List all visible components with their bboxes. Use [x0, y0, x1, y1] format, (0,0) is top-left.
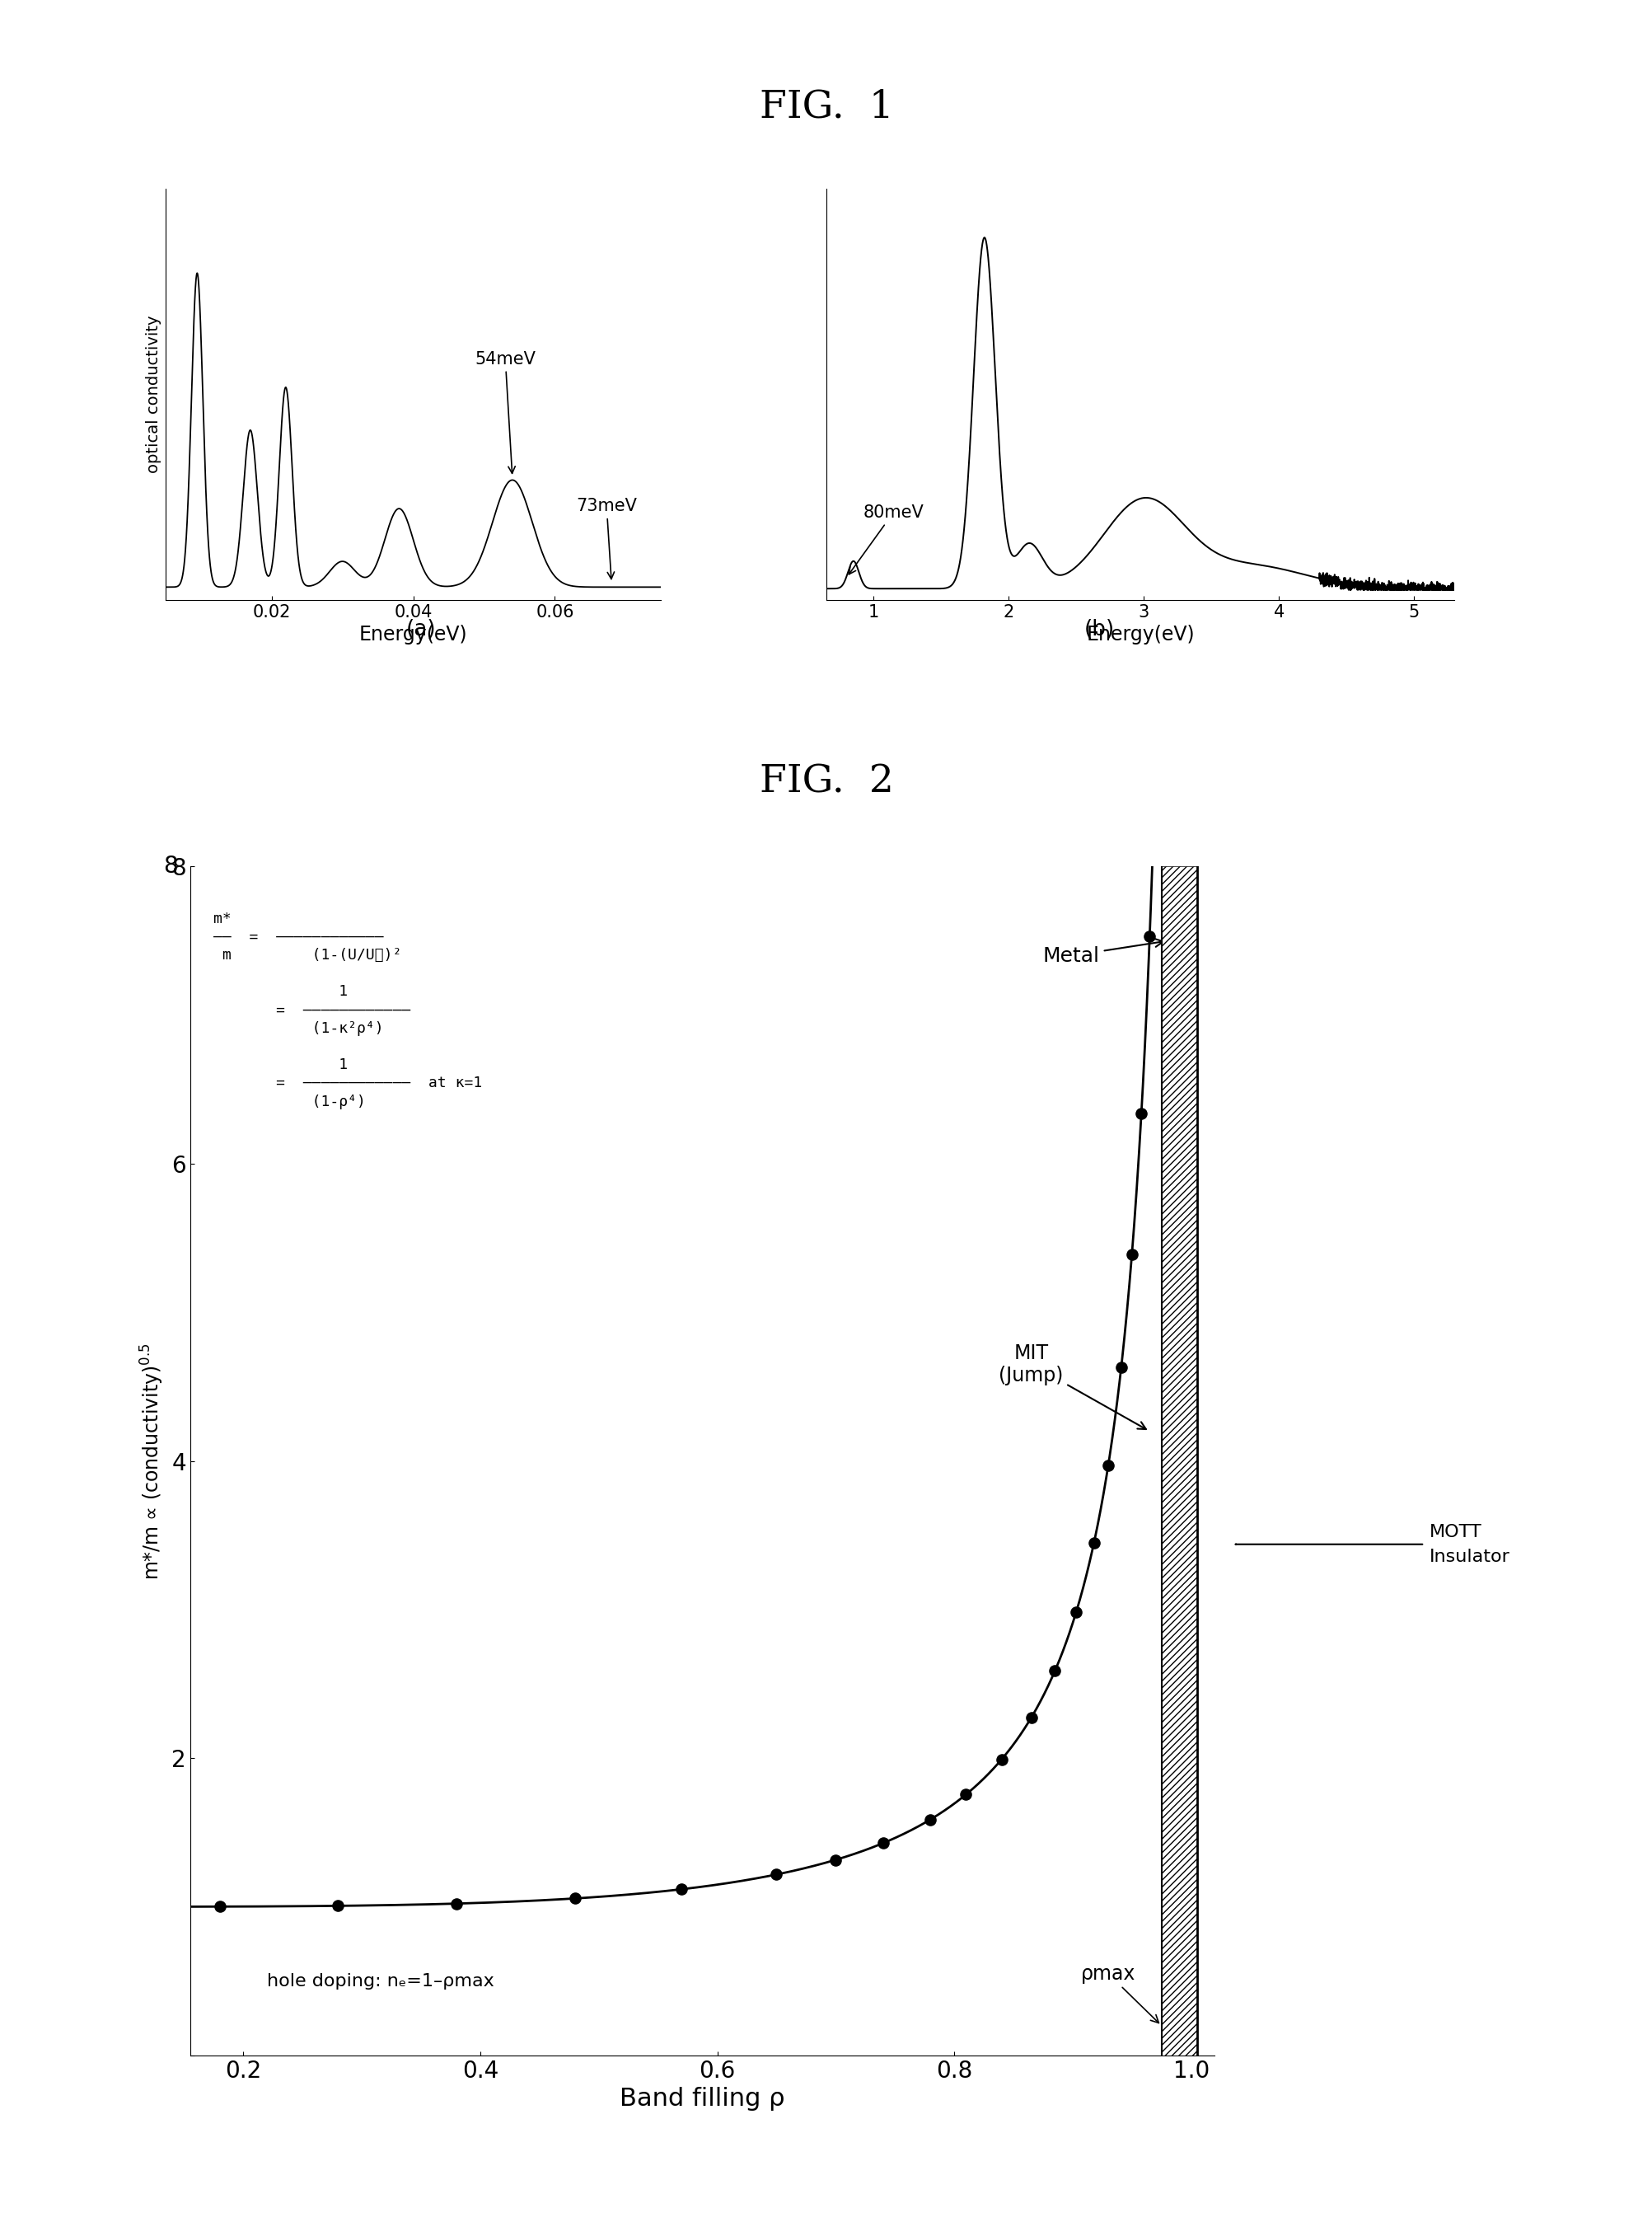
- Text: hole doping: nₑ=1–ρmax: hole doping: nₑ=1–ρmax: [268, 1973, 494, 1989]
- Point: [1107, 1349, 1133, 1384]
- Text: ρmax: ρmax: [1080, 1964, 1158, 2022]
- Text: MOTT
Insulator: MOTT Insulator: [1429, 1524, 1510, 1564]
- Text: Metal: Metal: [1042, 938, 1163, 967]
- Y-axis label: m*/m ∝ (conductivity)$^{0.5}$: m*/m ∝ (conductivity)$^{0.5}$: [139, 1342, 165, 1580]
- Point: [1018, 1700, 1044, 1735]
- X-axis label: Energy(eV): Energy(eV): [358, 624, 468, 644]
- Point: [206, 1889, 233, 1924]
- Point: [952, 1778, 978, 1813]
- Point: [562, 1880, 588, 1915]
- Point: [823, 1842, 849, 1878]
- Point: [1094, 1449, 1120, 1484]
- Y-axis label: optical conductivity: optical conductivity: [145, 316, 162, 473]
- Point: [869, 1824, 895, 1860]
- Point: [443, 1886, 469, 1922]
- Point: [667, 1871, 694, 1906]
- Text: 73meV: 73meV: [577, 498, 636, 580]
- Text: 54meV: 54meV: [474, 351, 535, 473]
- Point: [1128, 1095, 1155, 1131]
- Text: 8: 8: [164, 855, 178, 878]
- Text: (b): (b): [1084, 620, 1113, 640]
- Point: [1062, 1593, 1089, 1629]
- Point: [763, 1858, 790, 1893]
- Text: FIG.  1: FIG. 1: [758, 89, 894, 124]
- Text: MIT
(Jump): MIT (Jump): [998, 1342, 1145, 1429]
- Text: 80meV: 80meV: [849, 504, 923, 573]
- X-axis label: Band filling ρ: Band filling ρ: [620, 2086, 785, 2111]
- Polygon shape: [1161, 867, 1196, 2055]
- Point: [1080, 1524, 1107, 1560]
- Point: [325, 1889, 352, 1924]
- Text: (a): (a): [406, 620, 436, 640]
- Point: [1118, 1235, 1145, 1271]
- Point: [917, 1802, 943, 1838]
- X-axis label: Energy(eV): Energy(eV): [1085, 624, 1194, 644]
- Text: FIG.  2: FIG. 2: [758, 764, 894, 800]
- Point: [988, 1742, 1014, 1778]
- Point: [1041, 1653, 1067, 1689]
- Point: [1137, 918, 1163, 953]
- Text: m*
——  =  ————————————
 m         (1-(U/Uᴄ)²

              1
       =  ————————: m* —— = ———————————— m (1-(U/Uᴄ)² 1 = ——…: [213, 911, 482, 1109]
